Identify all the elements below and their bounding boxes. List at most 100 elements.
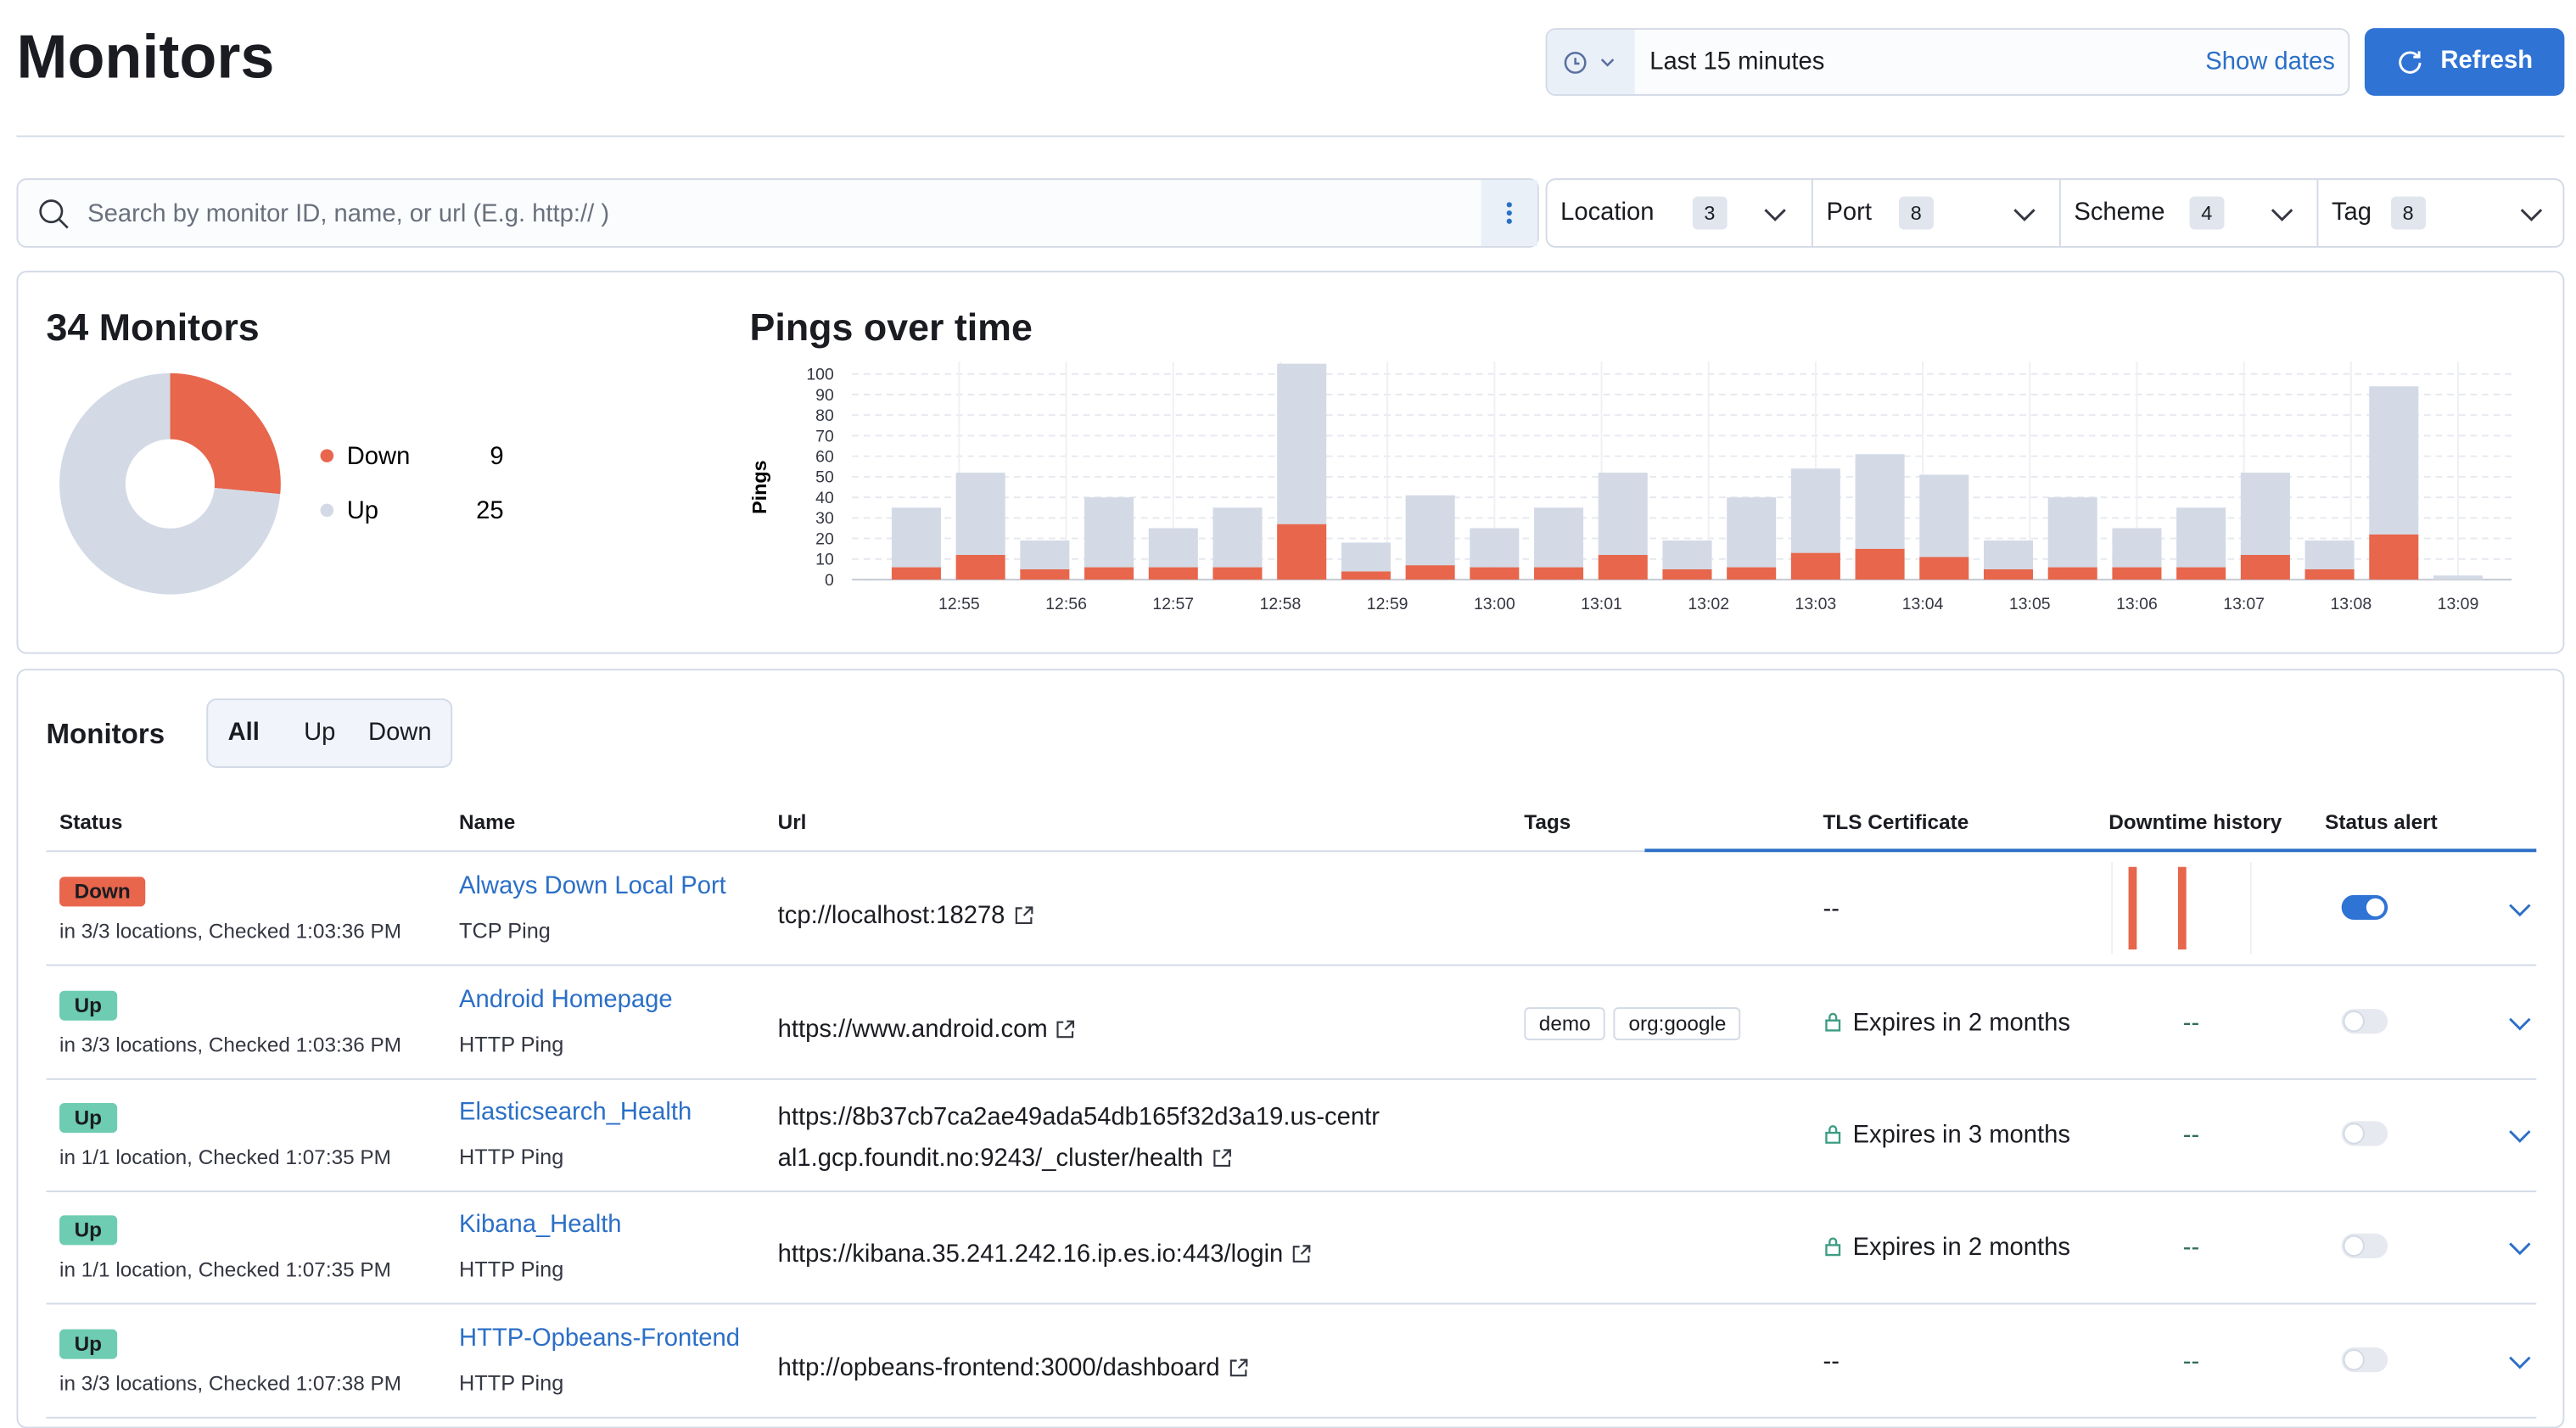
- status-location: in 3/3 locations, Checked 1:07:38 PM: [59, 1372, 402, 1396]
- chevron: [2509, 904, 2531, 917]
- status-badge: Up: [59, 1215, 117, 1246]
- monitor-url[interactable]: https://kibana.35.241.242.16.ip.es.io:44…: [778, 1234, 1504, 1275]
- bar-segment: [1727, 567, 1777, 580]
- column-header[interactable]: Name: [459, 810, 516, 834]
- tag-badge[interactable]: org:google: [1613, 1007, 1741, 1041]
- alert-toggle[interactable]: [2341, 1347, 2388, 1373]
- monitor-name[interactable]: Elasticsearch_Health: [459, 1098, 692, 1127]
- column-header[interactable]: Status alert: [2325, 810, 2438, 834]
- lock-icon: [1825, 1125, 1841, 1144]
- monitor-url[interactable]: tcp://localhost:18278: [778, 895, 1504, 937]
- monitor-name[interactable]: Always Down Local Port: [459, 871, 726, 900]
- bar-segment: [1084, 567, 1134, 580]
- chevron: [2013, 209, 2036, 221]
- quick-menu[interactable]: [1547, 30, 1635, 94]
- monitor-name[interactable]: HTTP-Opbeans-Frontend: [459, 1324, 741, 1352]
- status-tab[interactable]: All: [227, 718, 260, 747]
- lock-path: [1825, 1012, 1841, 1032]
- column-header[interactable]: Downtime history: [2108, 810, 2282, 834]
- monitor-url[interactable]: https://8b37cb7ca2ae49ada54db165f32d3a19…: [778, 1096, 1389, 1179]
- status-tab[interactable]: Up: [304, 718, 336, 747]
- url-text: tcp://localhost:18278: [777, 901, 1005, 930]
- legend-value: 25: [476, 497, 503, 524]
- alert-toggle[interactable]: [2341, 1233, 2388, 1258]
- bar-segment: [2176, 507, 2226, 568]
- search-box[interactable]: Search by monitor ID, name, or url (E.g.…: [16, 178, 1539, 248]
- monitor-url[interactable]: http://opbeans-frontend:3000/dashboard: [778, 1347, 1504, 1389]
- date-picker[interactable]: Last 15 minutes Show dates: [1545, 28, 2350, 96]
- table-row: Down in 3/3 locations, Checked 1:03:36 PM…: [46, 852, 2537, 966]
- bar-segment: [1790, 468, 1840, 553]
- x-tick-label: 12:58: [1260, 595, 1302, 613]
- monitor-name[interactable]: Android Homepage: [459, 985, 673, 1014]
- filter-button[interactable]: Scheme 4: [2058, 180, 2317, 246]
- filter-count: 8: [1899, 196, 1934, 230]
- status-badge: Up: [59, 1103, 117, 1134]
- tag-badge[interactable]: demo: [1524, 1007, 1606, 1041]
- legend-dot: [320, 503, 334, 518]
- status-location: in 3/3 locations, Checked 1:03:36 PM: [59, 1033, 402, 1057]
- bar-segment: [2047, 567, 2097, 580]
- column-header[interactable]: Url: [777, 810, 807, 834]
- monitor-url[interactable]: https://www.android.com: [778, 1009, 1504, 1050]
- filter-button[interactable]: Location 3: [1548, 180, 1812, 246]
- status-location: in 1/1 location, Checked 1:07:35 PM: [59, 1257, 391, 1282]
- bar-segment: [2369, 386, 2419, 535]
- toggle-knob: [2344, 1011, 2363, 1031]
- icon-path: [1057, 1020, 1075, 1039]
- bar-segment: [1020, 568, 1070, 580]
- alert-toggle[interactable]: [2341, 894, 2388, 921]
- alert-toggle[interactable]: [2341, 1121, 2388, 1146]
- filter-label: Tag: [2331, 198, 2372, 227]
- downtime-history: --: [2182, 1347, 2200, 1376]
- filter-group: Location 3 Port 8 Scheme 4 Tag 8: [1545, 178, 2566, 248]
- filter-button[interactable]: Tag 8: [2316, 180, 2566, 246]
- filter-label: Scheme: [2074, 198, 2165, 227]
- show-dates[interactable]: Show dates: [2205, 48, 2335, 76]
- column-header[interactable]: Tags: [1524, 810, 1571, 834]
- alert-toggle[interactable]: [2341, 1009, 2388, 1034]
- chevron-path: [2509, 1017, 2531, 1031]
- tls-text: --: [1823, 894, 1840, 923]
- bar-segment: [2240, 473, 2290, 556]
- lock-icon: [1825, 1012, 1841, 1032]
- chevron-path: [2520, 209, 2543, 221]
- pie-slice: [59, 372, 281, 595]
- downtime-history: --: [2182, 1233, 2200, 1262]
- url-text: http://opbeans-frontend:3000/dashboard: [777, 1353, 1220, 1382]
- chevron: [2509, 1017, 2531, 1031]
- bar-segment: [1790, 552, 1840, 580]
- filter-button[interactable]: Port 8: [1811, 180, 2059, 246]
- toggle-knob: [2344, 1124, 2363, 1143]
- legend-value: 9: [490, 443, 503, 470]
- status-location: in 3/3 locations, Checked 1:03:36 PM: [59, 920, 402, 944]
- bar-segment: [1662, 568, 1712, 580]
- search-placeholder: Search by monitor ID, name, or url (E.g.…: [87, 199, 610, 228]
- monitor-type: HTTP Ping: [459, 1144, 564, 1169]
- bar-segment: [2369, 534, 2419, 580]
- table-row: Up in 1/1 location, Checked 1:07:35 PM Kib…: [46, 1190, 2537, 1305]
- bar-title: Pings over time: [749, 305, 1033, 349]
- clock-icon: [1564, 52, 1615, 74]
- filter-count: 4: [2189, 196, 2224, 230]
- column-header[interactable]: TLS Certificate: [1823, 810, 1969, 834]
- status-badge: Up: [59, 1329, 117, 1359]
- monitor-name[interactable]: Kibana_Health: [459, 1210, 622, 1239]
- tls-cell: --: [1823, 1347, 1840, 1375]
- chevron: [2509, 1242, 2531, 1256]
- bar-segment: [1598, 473, 1648, 556]
- column-header[interactable]: Status: [59, 810, 123, 834]
- tls-cell: Expires in 3 months: [1823, 1121, 2070, 1150]
- legend-dot: [320, 449, 334, 462]
- status-tab[interactable]: Down: [367, 718, 432, 747]
- filter-label: Port: [1826, 198, 1872, 227]
- refresh-button[interactable]: Refresh: [2364, 28, 2565, 96]
- query-menu[interactable]: [1481, 180, 1537, 246]
- snapshot-panel: 34 Monitors Down 9 Up 25 Pings over time Pings…: [16, 271, 2565, 654]
- x-tick-label: 13:09: [2438, 595, 2479, 613]
- bar-segment: [1534, 507, 1584, 568]
